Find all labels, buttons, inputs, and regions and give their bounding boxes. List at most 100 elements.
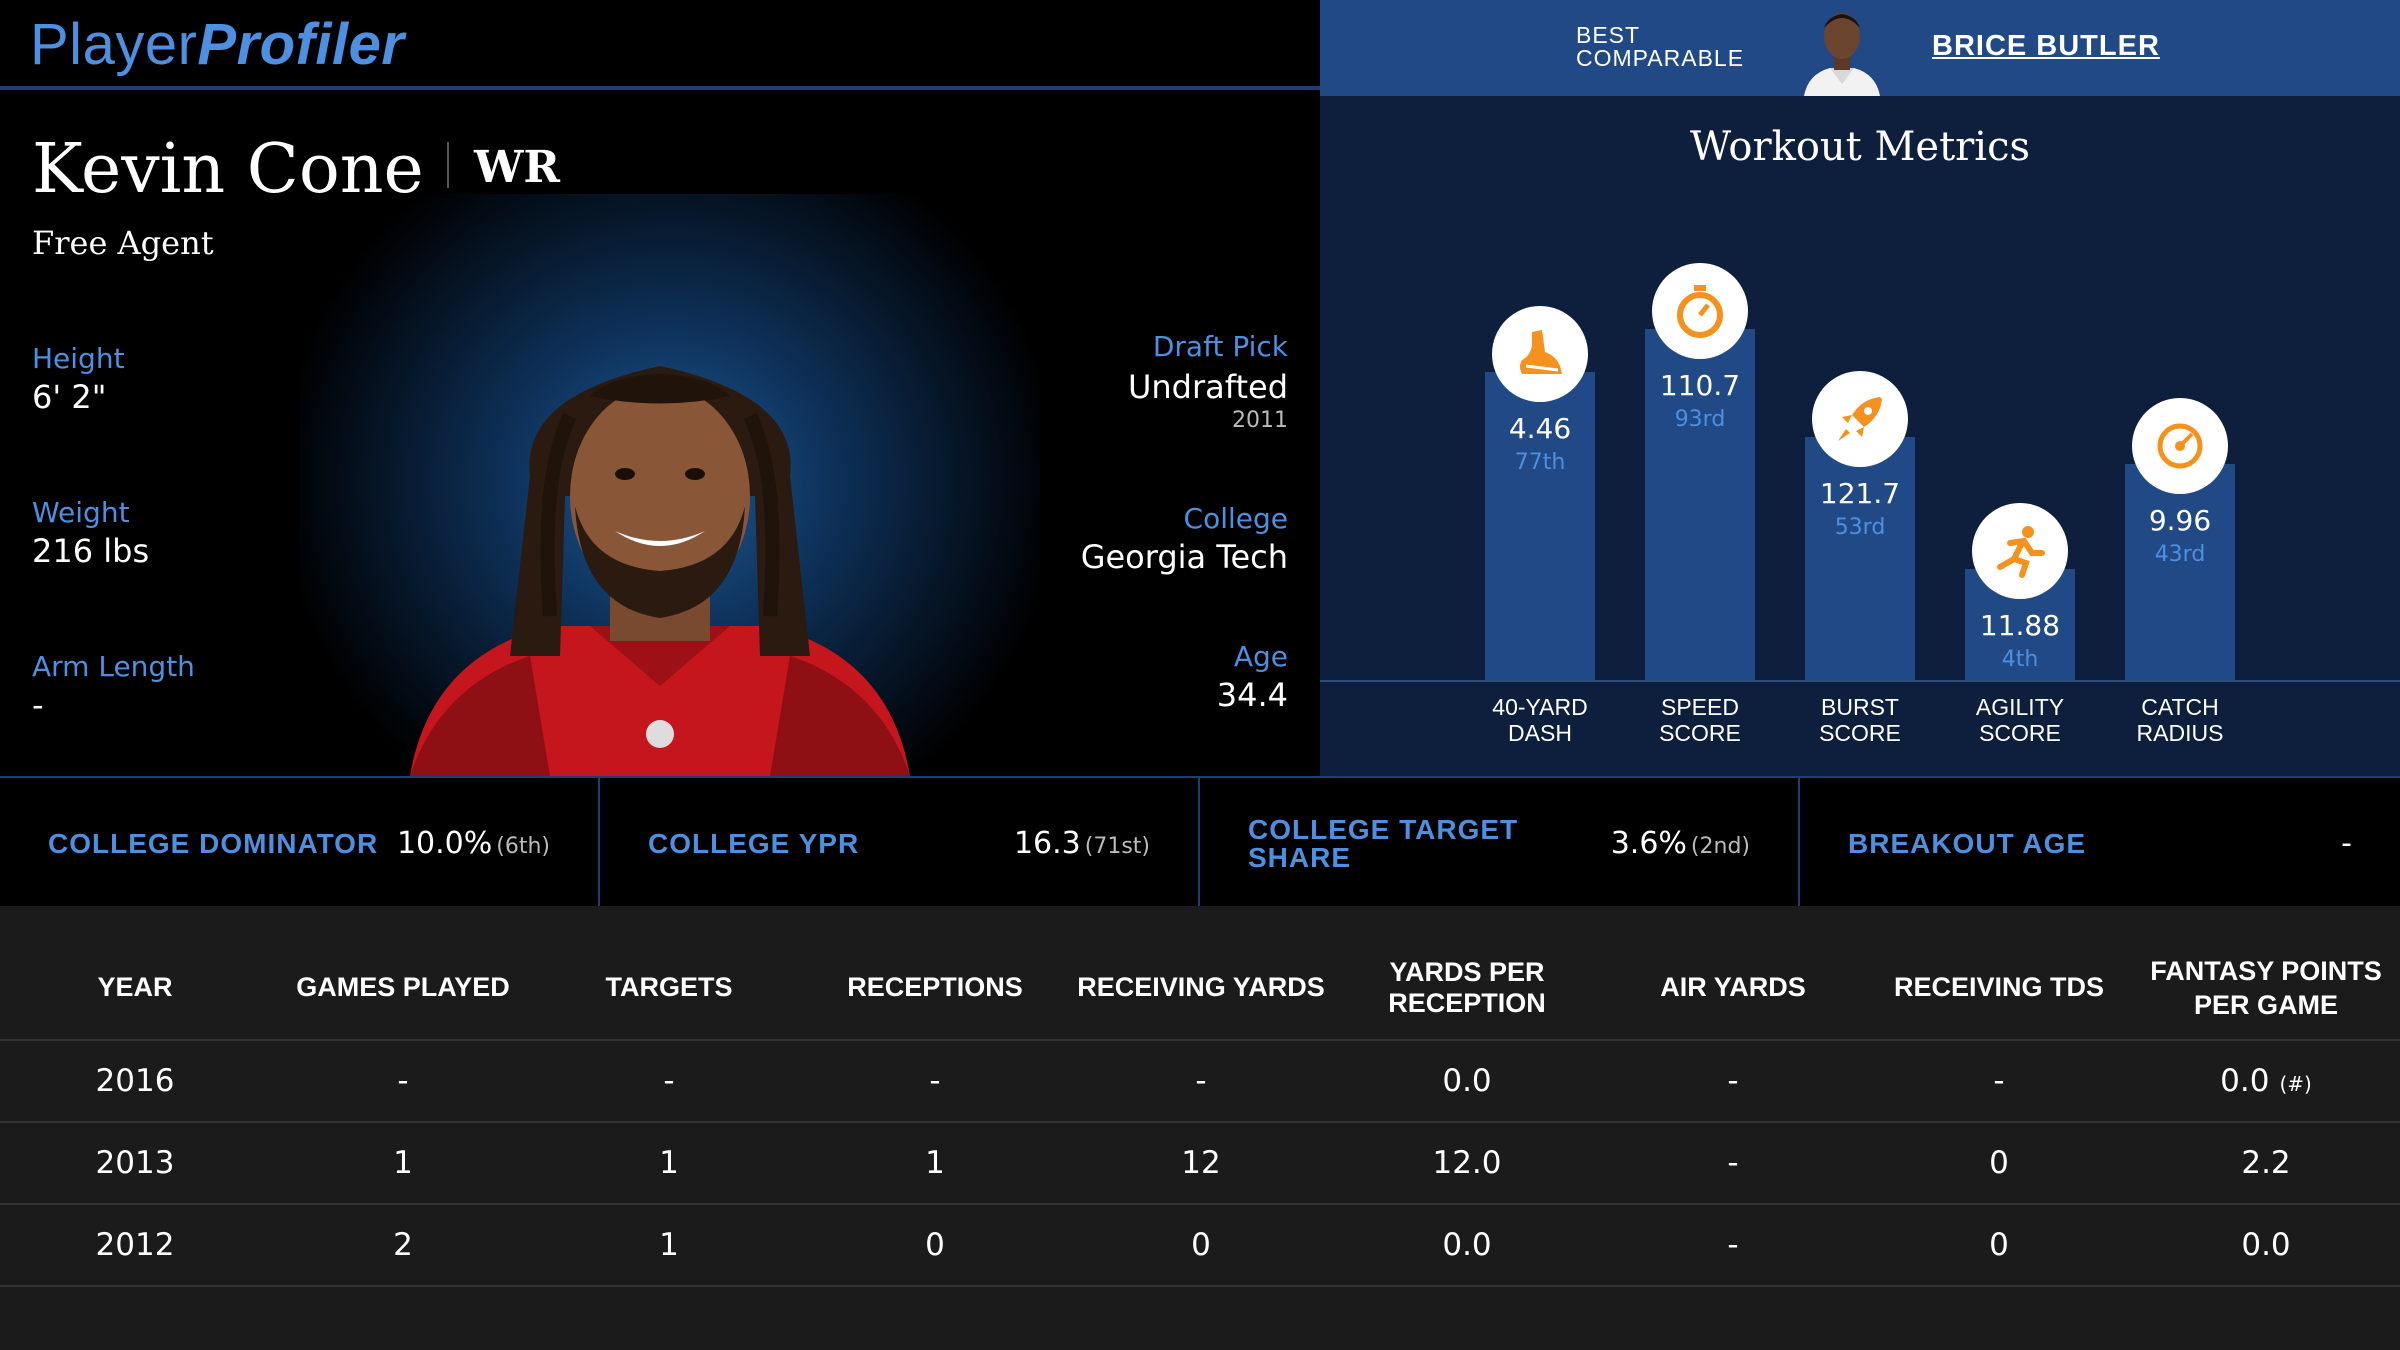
receiving-stats-table: YEAR GAMES PLAYED TARGETS RECEPTIONS REC… xyxy=(0,906,2400,1287)
arm-length-value: - xyxy=(32,686,44,724)
college-ypr-value: 16.3 (71st) xyxy=(1013,826,1150,861)
hash-marker[interactable]: (#) xyxy=(2279,1072,2312,1096)
bar-40-yard-dash[interactable] xyxy=(1485,372,1595,680)
arm-length-label: Arm Length xyxy=(32,650,195,683)
forty-yard-value: 4.46 xyxy=(1508,412,1572,446)
height-value: 6' 2" xyxy=(32,378,107,416)
table-header-row: YEAR GAMES PLAYED TARGETS RECEPTIONS REC… xyxy=(0,906,2400,1041)
table-cell: 12.0 xyxy=(1334,1122,1600,1205)
table-cell: 1 xyxy=(802,1122,1068,1205)
rocket-icon xyxy=(1812,370,1908,467)
college-dominator-rank: (6th) xyxy=(496,834,550,859)
table-cell: 0.0 xyxy=(1334,1204,1600,1287)
table-cell: 1 xyxy=(270,1122,536,1205)
table-cell: 2013 xyxy=(0,1122,270,1205)
col-header-receiving-tds[interactable]: RECEIVING TDS xyxy=(1866,906,2132,1041)
catch-radius-value: 9.96 xyxy=(2148,503,2212,537)
table-cell: 0 xyxy=(1866,1122,2132,1205)
shoe-icon xyxy=(1492,306,1588,403)
bar-burst-score[interactable] xyxy=(1805,436,1915,680)
logo-text-player: Player xyxy=(30,12,198,77)
age-value: 34.4 xyxy=(1216,676,1288,714)
table-cell: 2.2 xyxy=(2132,1122,2400,1205)
table-cell: - xyxy=(802,1040,1068,1123)
stat-college-dominator: COLLEGE DOMINATOR 10.0% (6th) xyxy=(0,778,600,908)
logo-text-profiler: Profiler xyxy=(197,12,405,77)
stat-breakout-age: BREAKOUT AGE - xyxy=(1800,778,2400,908)
college-target-share-label: COLLEGE TARGET SHARE xyxy=(1248,814,1519,873)
player-name: Kevin Cone xyxy=(32,130,424,209)
table-cell: 0.0 xyxy=(2132,1204,2400,1287)
best-comparable-label: BEST COMPARABLE xyxy=(1576,22,1745,71)
best-comparable-avatar xyxy=(1790,4,1894,96)
college-label: College xyxy=(1183,502,1288,535)
catch-radius-label: CATCH RADIUS xyxy=(2136,694,2224,746)
speed-score-label: SPEED SCORE xyxy=(1659,694,1741,746)
col-header-air-yards[interactable]: AIR YARDS xyxy=(1600,906,1866,1041)
table-cell: - xyxy=(536,1040,802,1123)
table-cell: 2012 xyxy=(0,1204,270,1287)
table-cell: 2016 xyxy=(0,1040,270,1123)
table-row: 2012 2 1 0 0 0.0 - 0 0.0 xyxy=(0,1204,2400,1287)
col-header-receptions[interactable]: RECEPTIONS xyxy=(802,906,1068,1041)
breakout-age-label: BREAKOUT AGE xyxy=(1848,828,2087,859)
table-cell: - xyxy=(1600,1204,1866,1287)
player-photo xyxy=(410,356,910,776)
col-header-year[interactable]: YEAR xyxy=(0,906,270,1041)
college-stats-strip: COLLEGE DOMINATOR 10.0% (6th) COLLEGE YPR… xyxy=(0,776,2400,908)
height-label: Height xyxy=(32,342,125,375)
college-ypr-label: COLLEGE YPR xyxy=(648,828,860,859)
stat-college-target-share: COLLEGE TARGET SHARE 3.6% (2nd) xyxy=(1200,778,1800,908)
player-position: WR xyxy=(474,142,560,193)
table-cell: 0 xyxy=(1068,1204,1334,1287)
burst-score-label: BURST SCORE xyxy=(1819,694,1901,746)
best-comparable-bar: BEST COMPARABLE BRICE BUTLER xyxy=(1320,0,2400,96)
target-icon xyxy=(2132,397,2228,494)
stopwatch-icon xyxy=(1652,262,1748,359)
college-dominator-value: 10.0% (6th) xyxy=(396,826,550,861)
col-header-fantasy-points[interactable]: FANTASY POINTS PER GAME xyxy=(2132,906,2400,1041)
draft-year: 2011 xyxy=(1232,408,1288,433)
col-header-receiving-yards[interactable]: RECEIVING YARDS xyxy=(1068,906,1334,1041)
table-cell: - xyxy=(1600,1040,1866,1123)
table-cell: 0.0 (#) xyxy=(2132,1040,2400,1123)
table-cell: - xyxy=(1600,1122,1866,1205)
table-cell: 12 xyxy=(1068,1122,1334,1205)
name-divider xyxy=(447,142,449,188)
forty-yard-label: 40-YARD DASH xyxy=(1492,694,1588,746)
speed-score-percentile: 93rd xyxy=(1674,406,1726,432)
age-label: Age xyxy=(1233,640,1288,673)
site-logo[interactable]: PlayerProfiler xyxy=(30,12,404,78)
weight-value: 216 lbs xyxy=(32,532,150,570)
table-cell: 1 xyxy=(536,1204,802,1287)
player-panel: Kevin Cone WR Free Agent Height 6' 2" We… xyxy=(0,94,1320,776)
table-row: 2016 - - - - 0.0 - - 0.0 (#) xyxy=(0,1040,2400,1123)
breakout-age-value: - xyxy=(2341,826,2352,861)
bar-speed-score[interactable] xyxy=(1645,328,1755,680)
burst-score-percentile: 53rd xyxy=(1834,514,1886,540)
table-cell: 2 xyxy=(270,1204,536,1287)
col-header-games-played[interactable]: GAMES PLAYED xyxy=(270,906,536,1041)
workout-metrics-title: Workout Metrics xyxy=(1689,124,2031,170)
table-cell: 0 xyxy=(802,1204,1068,1287)
agility-score-label: AGILITY SCORE xyxy=(1975,694,2065,746)
table-cell: 0 xyxy=(1866,1204,2132,1287)
runner-icon xyxy=(1972,503,2068,600)
col-header-yards-per-reception[interactable]: YARDS PER RECEPTION xyxy=(1334,906,1600,1041)
draft-pick-value: Undrafted xyxy=(1127,368,1288,406)
college-ypr-rank: (71st) xyxy=(1084,834,1150,859)
bar-catch-radius[interactable] xyxy=(2125,463,2235,680)
agility-score-percentile: 4th xyxy=(2001,647,2039,673)
forty-yard-percentile: 77th xyxy=(1514,450,1566,476)
table-cell: - xyxy=(1068,1040,1334,1123)
table-cell: 1 xyxy=(536,1122,802,1205)
col-header-targets[interactable]: TARGETS xyxy=(536,906,802,1041)
chart-baseline xyxy=(1320,680,2400,682)
receiving-stats-table-wrap: YEAR GAMES PLAYED TARGETS RECEPTIONS REC… xyxy=(0,906,2400,1350)
workout-metrics-panel: Workout Metrics 4.46 77th 40-YARD DASH 1… xyxy=(1320,96,2400,776)
stat-college-ypr: COLLEGE YPR 16.3 (71st) xyxy=(600,778,1200,908)
best-comparable-link[interactable]: BRICE BUTLER xyxy=(1932,30,2160,62)
weight-label: Weight xyxy=(32,496,130,529)
college-target-share-rank: (2nd) xyxy=(1690,834,1750,859)
college-target-share-value: 3.6% (2nd) xyxy=(1610,826,1750,861)
